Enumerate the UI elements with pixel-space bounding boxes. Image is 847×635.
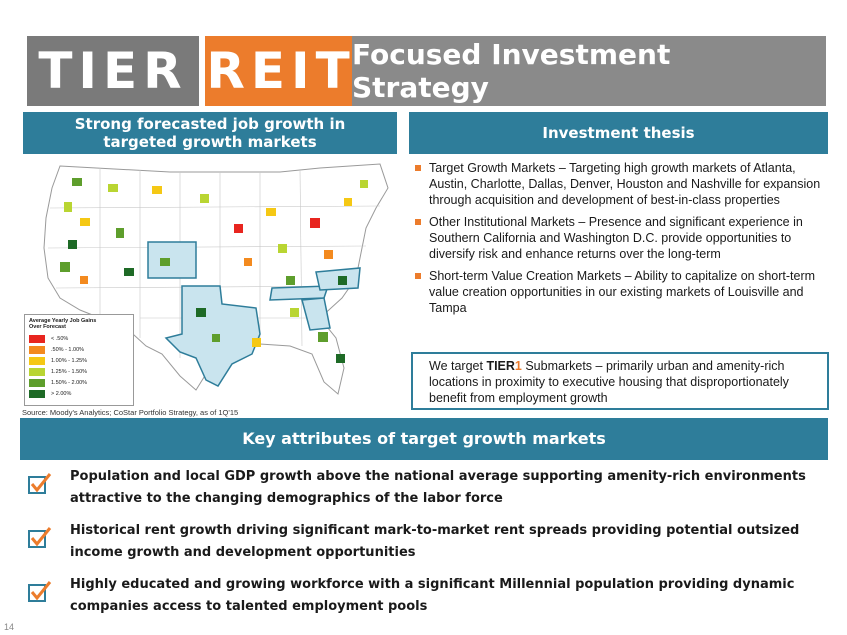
page-title: Focused Investment Strategy: [352, 36, 826, 106]
investment-thesis-list: Target Growth Markets – Targeting high g…: [413, 160, 827, 322]
legend-item: > 2.00%: [29, 388, 129, 399]
checkbox-check-icon: [28, 527, 52, 548]
legend-label: .50% - 1.00%: [51, 346, 85, 353]
tier1-word: TIER: [486, 359, 515, 373]
thesis-bullet: Short-term Value Creation Markets – Abil…: [413, 268, 827, 316]
page-number: 14: [4, 622, 15, 632]
attribute-item: Population and local GDP growth above th…: [28, 466, 818, 510]
tier1-callout: We target TIER1 Submarkets – primarily u…: [411, 352, 829, 410]
legend-swatch: [29, 345, 45, 354]
logo-tier: TIER: [27, 36, 199, 106]
legend-item: 1.00% - 1.25%: [29, 355, 129, 366]
legend-swatch: [29, 389, 45, 398]
attribute-text: Historical rent growth driving significa…: [70, 523, 800, 560]
attribute-text: Highly educated and growing workforce wi…: [70, 577, 795, 614]
legend-label: > 2.00%: [51, 390, 72, 397]
legend-item: .50% - 1.00%: [29, 344, 129, 355]
attribute-text: Population and local GDP growth above th…: [70, 469, 806, 506]
map-legend: Average Yearly Job Gains Over Forecast <…: [24, 314, 134, 406]
key-attributes-header: Key attributes of target growth markets: [20, 418, 828, 460]
legend-title-line2: Over Forecast: [29, 324, 66, 330]
left-header-line2: targeted growth markets: [103, 133, 317, 151]
tier1-suffix: Submarkets – primarily urban and amenity…: [429, 359, 789, 405]
legend-item: 1.25% - 1.50%: [29, 366, 129, 377]
legend-swatch: [29, 378, 45, 387]
tier1-number: 1: [514, 359, 522, 373]
attribute-item: Historical rent growth driving significa…: [28, 520, 818, 564]
attribute-item: Highly educated and growing workforce wi…: [28, 574, 818, 618]
legend-swatch: [29, 367, 45, 376]
logo-reit: REIT: [205, 36, 357, 106]
legend-label: 1.25% - 1.50%: [51, 368, 88, 375]
legend-label: 1.50% - 2.00%: [51, 379, 88, 386]
left-header-line1: Strong forecasted job growth in: [74, 115, 346, 133]
checkbox-check-icon: [28, 473, 52, 494]
legend-title: Average Yearly Job Gains Over Forecast: [29, 318, 129, 330]
legend-title-line1: Average Yearly Job Gains: [29, 318, 97, 324]
right-section-header: Investment thesis: [409, 112, 828, 154]
legend-swatch: [29, 356, 45, 365]
market-dots: [60, 178, 368, 363]
georgia-highlight: [301, 297, 331, 331]
tier-reit-logo: TIER REIT: [27, 36, 357, 106]
checkbox-check-icon: [28, 581, 52, 602]
colorado-highlight: [147, 241, 197, 279]
source-note: Source: Moody's Analytics; CoStar Portfo…: [22, 408, 239, 417]
left-section-header: Strong forecasted job growth in targeted…: [23, 112, 397, 154]
thesis-bullet: Target Growth Markets – Targeting high g…: [413, 160, 827, 208]
us-job-growth-map: [43, 163, 389, 395]
thesis-bullet: Other Institutional Markets – Presence a…: [413, 214, 827, 262]
legend-swatch: [29, 334, 45, 343]
legend-label: < .50%: [51, 335, 69, 342]
legend-item: < .50%: [29, 333, 129, 344]
legend-item: 1.50% - 2.00%: [29, 377, 129, 388]
tier1-prefix: We target: [429, 359, 487, 373]
legend-label: 1.00% - 1.25%: [51, 357, 88, 364]
